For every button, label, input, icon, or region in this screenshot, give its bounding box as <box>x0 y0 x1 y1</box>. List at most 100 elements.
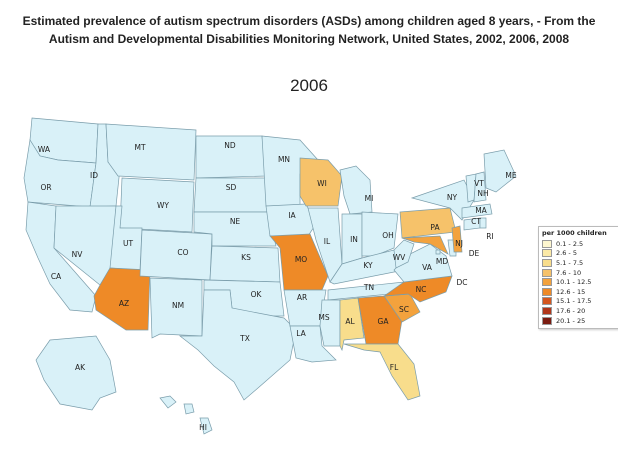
legend-item: 12.6 - 15 <box>542 287 616 297</box>
state-label-nj: NJ <box>455 239 463 248</box>
legend-swatch <box>542 258 552 267</box>
state-pa <box>399 207 457 239</box>
state-co <box>139 229 213 281</box>
state-label-ky: KY <box>363 261 373 270</box>
state-nj <box>451 225 463 253</box>
legend-label: 17.6 - 20 <box>556 306 586 315</box>
state-nh <box>473 171 487 203</box>
state-hi <box>159 395 213 435</box>
state-label-fl: FL <box>390 363 399 372</box>
state-label-ny: NY <box>447 193 458 202</box>
legend-item: 7.6 - 10 <box>542 268 616 278</box>
state-label-ut: UT <box>123 239 133 248</box>
legend-item: 20.1 - 25 <box>542 316 616 326</box>
map-title-line-2: Autism and Developmental Disabilities Mo… <box>48 32 570 46</box>
state-label-sc: SC <box>399 305 409 314</box>
state-md <box>401 235 449 255</box>
state-ms <box>319 299 341 347</box>
state-label-al: AL <box>345 317 355 326</box>
state-label-id: ID <box>90 171 98 180</box>
state-label-ct: CT <box>471 217 481 226</box>
legend-swatch <box>542 278 552 287</box>
legend-label: 15.1 - 17.5 <box>556 297 592 306</box>
state-label-ca: CA <box>51 272 62 281</box>
state-label-wa: WA <box>38 145 51 154</box>
legend-label: 20.1 - 25 <box>556 316 586 325</box>
state-label-az: AZ <box>119 299 129 308</box>
state-label-la: LA <box>296 329 306 338</box>
legend-swatch <box>542 249 552 258</box>
legend-swatch <box>542 316 552 325</box>
state-label-de: DE <box>469 249 480 258</box>
legend-label: 2.6 - 5 <box>556 249 577 258</box>
state-wv <box>393 239 415 269</box>
state-ga <box>357 295 403 345</box>
map-title-line-1: Estimated prevalence of autism spectrum … <box>22 14 596 28</box>
state-label-nv: NV <box>72 250 84 259</box>
state-tx <box>178 289 297 401</box>
state-label-ms: MS <box>318 313 329 322</box>
state-label-mi: MI <box>365 194 374 203</box>
legend-label: 7.6 - 10 <box>556 268 582 277</box>
state-mt <box>105 123 197 181</box>
state-label-me: ME <box>505 171 516 180</box>
state-label-sd: SD <box>226 183 237 192</box>
state-oh <box>361 211 399 257</box>
state-wi <box>299 157 343 207</box>
state-label-ne: NE <box>230 217 241 226</box>
legend-item: 2.6 - 5 <box>542 249 616 259</box>
legend-item: 15.1 - 17.5 <box>542 297 616 307</box>
state-label-dc: DC <box>456 278 467 287</box>
legend-label: 5.1 - 7.5 <box>556 258 584 267</box>
state-label-oh: OH <box>382 231 394 240</box>
state-label-md: MD <box>436 257 448 266</box>
legend-label: 10.1 - 12.5 <box>556 278 592 287</box>
state-label-va: VA <box>422 263 433 272</box>
legend-swatch <box>542 268 552 277</box>
state-label-ks: KS <box>241 253 251 262</box>
legend-swatch <box>542 239 552 248</box>
state-me <box>483 149 517 193</box>
state-label-ak: AK <box>75 363 86 372</box>
state-label-ar: AR <box>297 293 307 302</box>
legend-swatch <box>542 297 552 306</box>
state-label-ia: IA <box>288 211 296 220</box>
legend-swatch <box>542 306 552 315</box>
state-az <box>93 267 151 331</box>
state-label-nc: NC <box>416 285 427 294</box>
legend-title: per 1000 children <box>542 229 607 237</box>
state-label-nd: ND <box>224 141 236 150</box>
state-label-in: IN <box>350 235 358 244</box>
legend-item: 0.1 - 2.5 <box>542 239 616 249</box>
state-label-ok: OK <box>251 290 263 299</box>
legend-swatch <box>542 287 552 296</box>
state-label-ga: GA <box>378 317 390 326</box>
state-label-vt: VT <box>474 179 484 188</box>
state-label-nm: NM <box>172 301 184 310</box>
state-ia <box>265 203 317 237</box>
state-label-wv: WV <box>393 253 406 262</box>
legend-item: 10.1 - 12.5 <box>542 277 616 287</box>
state-mi <box>339 165 373 215</box>
map-title: Estimated prevalence of autism spectrum … <box>0 12 618 48</box>
legend-item: 17.6 - 20 <box>542 306 616 316</box>
state-label-ri: RI <box>486 232 493 241</box>
state-label-pa: PA <box>430 223 440 232</box>
state-label-tn: TN <box>363 283 374 292</box>
state-dc <box>435 249 441 255</box>
state-label-wi: WI <box>317 179 327 188</box>
state-ks <box>209 245 281 283</box>
legend-label: 12.6 - 15 <box>556 287 586 296</box>
state-label-ma: MA <box>475 206 487 215</box>
state-ak <box>35 335 117 411</box>
state-ri <box>479 217 487 229</box>
state-label-tx: TX <box>239 334 250 343</box>
state-label-or: OR <box>40 183 51 192</box>
state-label-mo: MO <box>295 255 307 264</box>
state-label-mn: MN <box>278 155 290 164</box>
state-label-wy: WY <box>157 201 169 210</box>
state-fl <box>343 343 421 401</box>
state-nm <box>149 277 203 339</box>
state-label-mt: MT <box>134 143 145 152</box>
